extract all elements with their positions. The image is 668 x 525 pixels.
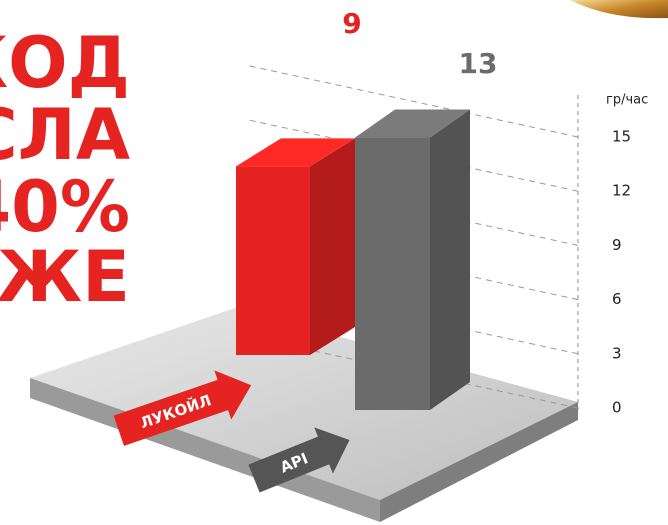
y-axis-label: гр/час bbox=[606, 93, 648, 108]
headline: КОД СЛА 40% ЖЕ bbox=[0, 22, 130, 318]
bar-side bbox=[310, 138, 355, 355]
headline-line: КОД bbox=[0, 22, 130, 104]
arrow-shape bbox=[248, 427, 350, 493]
bar-top bbox=[355, 109, 470, 138]
headline-line: СЛА bbox=[0, 94, 130, 176]
bar bbox=[236, 166, 310, 355]
y-tick-label: 15 bbox=[612, 128, 631, 146]
bar-side bbox=[430, 109, 470, 411]
platform bbox=[30, 308, 578, 500]
y-tick-label: 0 bbox=[612, 399, 622, 417]
platform-edge bbox=[380, 402, 578, 522]
value-label: 9 bbox=[342, 7, 361, 40]
bars bbox=[236, 109, 470, 411]
decor-swoosh bbox=[570, 0, 668, 19]
arrow-shape bbox=[113, 370, 252, 446]
category-arrow: API bbox=[248, 427, 350, 493]
grid-line bbox=[244, 64, 579, 138]
bar bbox=[355, 137, 430, 410]
y-tick-label: 3 bbox=[612, 344, 622, 362]
bar-top bbox=[236, 138, 355, 167]
headline-line: ЖЕ bbox=[0, 236, 130, 318]
platform-edge bbox=[30, 378, 380, 522]
y-tick-label: 6 bbox=[612, 290, 622, 308]
value-label: 13 bbox=[459, 47, 498, 80]
headline-line: 40% bbox=[0, 166, 130, 248]
y-tick-label: 9 bbox=[612, 236, 622, 254]
y-tick-label: 12 bbox=[612, 182, 631, 200]
